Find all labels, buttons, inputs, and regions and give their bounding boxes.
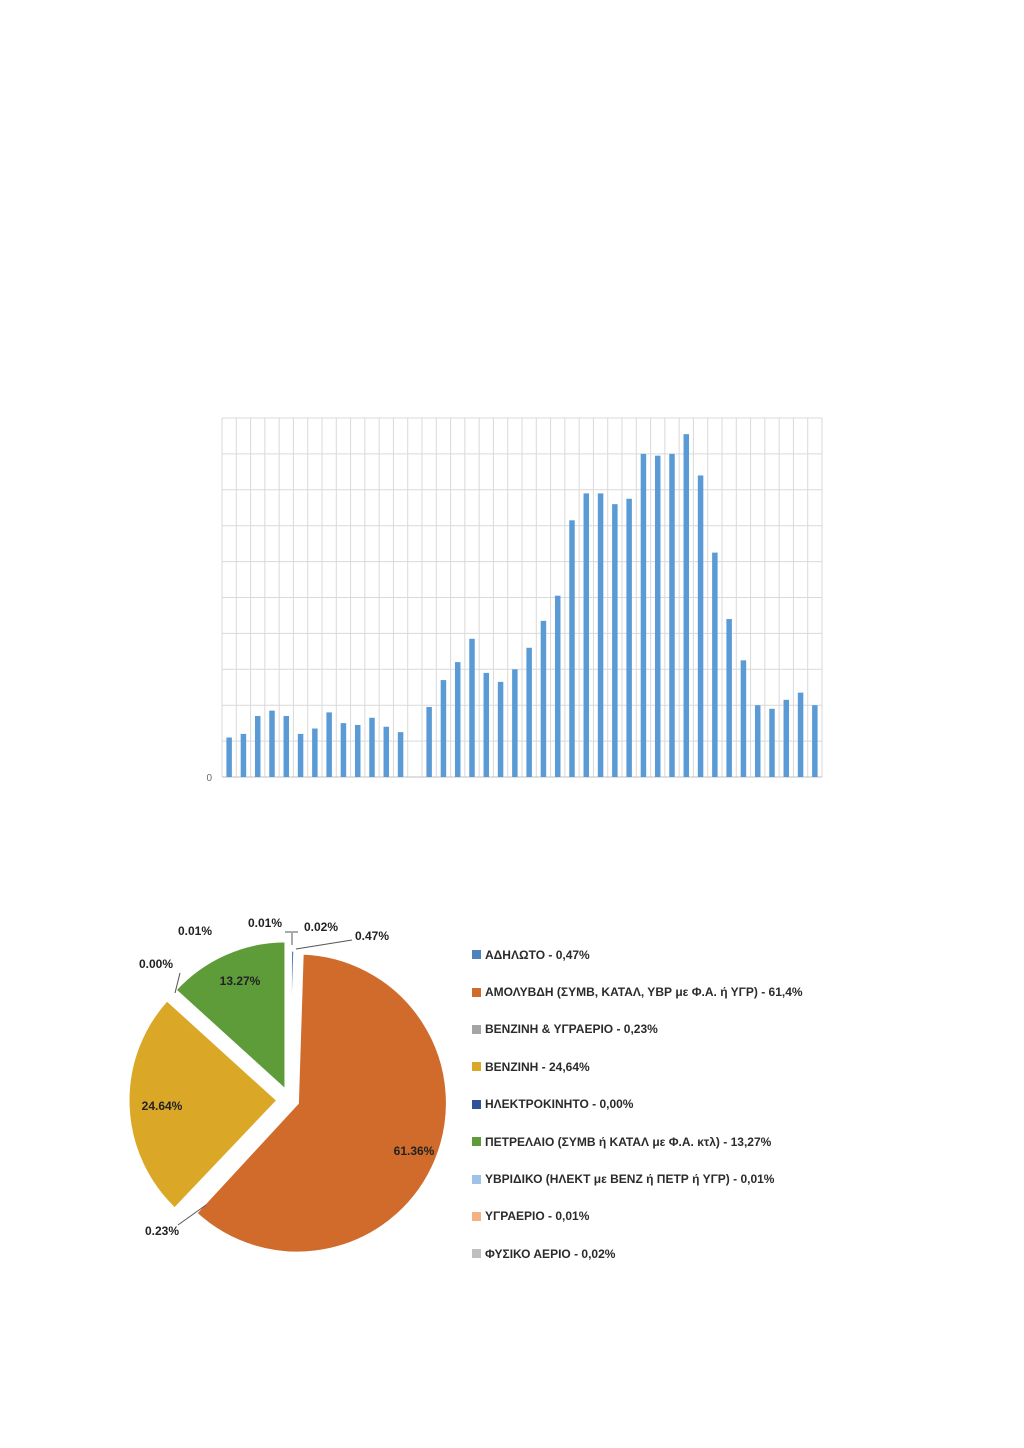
pie-data-label: 0.23% xyxy=(145,1224,179,1238)
pie-slice xyxy=(174,1109,282,1223)
pie-data-label: 0.01% xyxy=(248,916,282,930)
bar xyxy=(397,732,404,777)
pie-chart: 0.47% 61.36% 0.23% 24.64% 0.00% 13.27% 0.01% 0.… xyxy=(126,916,449,1255)
bar xyxy=(569,520,575,777)
bar xyxy=(654,455,661,777)
legend-label: ΒΕΝΖΙΝΗ & ΥΓΡΑΕΡΙΟ - 0,23% xyxy=(485,1022,658,1037)
bar xyxy=(640,453,647,777)
bar xyxy=(740,660,747,777)
bar xyxy=(812,705,818,777)
bar xyxy=(454,662,461,777)
legend-swatch xyxy=(472,1099,481,1109)
pie-data-labels: 0.47% 61.36% 0.23% 24.64% 0.00% 13.27% 0.01% 0.… xyxy=(139,916,435,1238)
bar xyxy=(297,733,304,777)
bar-chart: 0 xyxy=(206,417,823,784)
bar xyxy=(683,434,690,777)
bar xyxy=(340,723,347,777)
legend-label: ΗΛΕΚΤΡΟΚΙΝΗΤΟ - 0,00% xyxy=(485,1097,634,1112)
bar xyxy=(769,708,775,777)
bar xyxy=(254,715,261,777)
pie-slice xyxy=(126,997,281,1212)
bar xyxy=(783,699,790,777)
pie-data-label: 13.27% xyxy=(220,974,261,988)
legend-item: ΑΔΗΛΩΤΟ - 0,47% xyxy=(472,936,803,973)
bar xyxy=(597,493,604,777)
bar xyxy=(312,728,318,777)
pie-data-label: 0.01% xyxy=(178,924,212,938)
bar xyxy=(754,705,761,777)
bar xyxy=(583,493,590,777)
bar-chart-grid xyxy=(221,417,823,778)
pie-slice xyxy=(172,939,288,1095)
legend-label: ΑΔΗΛΩΤΟ - 0,47% xyxy=(485,947,590,962)
pie-data-label: 61.36% xyxy=(394,1144,435,1158)
pie-leader-lines xyxy=(174,931,353,1226)
legend-label: ΦΥΣΙΚΟ ΑΕΡΙΟ - 0,02% xyxy=(485,1246,616,1261)
bar xyxy=(369,717,375,777)
bar xyxy=(226,737,232,777)
pie-data-label: 0.00% xyxy=(139,957,173,971)
legend-swatch xyxy=(472,1249,481,1259)
legend-item: ΑΜΟΛΥΒΔΗ (ΣΥΜΒ, ΚΑΤΑΛ, ΥΒΡ με Φ.Α. ή ΥΓΡ… xyxy=(472,973,803,1010)
pie-slice xyxy=(193,951,449,1255)
pie-slices xyxy=(126,939,449,1255)
bar xyxy=(483,672,490,777)
pie-data-label: 24.64% xyxy=(142,1099,183,1113)
legend-label: ΥΒΡΙΔΙΚΟ (ΗΛΕΚΤ με ΒΕΝΖ ή ΠΕΤΡ ή ΥΓΡ) - … xyxy=(485,1172,775,1187)
pie-data-label: 0.47% xyxy=(355,929,389,943)
legend-item: ΦΥΣΙΚΟ ΑΕΡΙΟ - 0,02% xyxy=(472,1235,803,1272)
legend-item: ΒΕΝΖΙΝΗ - 24,64% xyxy=(472,1048,803,1085)
legend-swatch xyxy=(472,1211,481,1221)
bar-chart-bars xyxy=(226,434,818,777)
bar xyxy=(326,712,332,777)
legend-item: ΥΒΡΙΔΙΚΟ (ΗΛΕΚΤ με ΒΕΝΖ ή ΠΕΤΡ ή ΥΓΡ) - … xyxy=(472,1160,803,1197)
legend-swatch xyxy=(472,1024,481,1034)
pie-leader-line xyxy=(174,972,181,994)
legend-item: ΠΕΤΡΕΛΑΙΟ (ΣΥΜΒ ή ΚΑΤΑΛ με Φ.Α. κτλ) - 1… xyxy=(472,1123,803,1160)
bar xyxy=(726,619,732,777)
bar xyxy=(440,680,447,777)
legend-swatch xyxy=(472,1174,481,1184)
bar xyxy=(797,692,804,777)
legend-label: ΑΜΟΛΥΒΔΗ (ΣΥΜΒ, ΚΑΤΑΛ, ΥΒΡ με Φ.Α. ή ΥΓΡ… xyxy=(485,985,803,1000)
pie-legend: ΑΔΗΛΩΤΟ - 0,47% ΑΜΟΛΥΒΔΗ (ΣΥΜΒ, ΚΑΤΑΛ, Υ… xyxy=(472,936,803,1273)
bar xyxy=(712,552,718,777)
bar-chart-y-ticks: 0 xyxy=(206,773,212,784)
pie-leader-line xyxy=(295,939,353,950)
legend-label: ΒΕΝΖΙΝΗ - 24,64% xyxy=(485,1059,590,1074)
bar xyxy=(240,733,247,777)
bar xyxy=(540,620,547,777)
bar xyxy=(554,595,561,777)
pie-data-label: 0.02% xyxy=(304,920,338,934)
bar xyxy=(612,504,618,777)
legend-swatch xyxy=(472,1137,481,1147)
bar xyxy=(383,726,390,777)
bar xyxy=(512,669,518,777)
legend-item: ΒΕΝΖΙΝΗ & ΥΓΡΑΕΡΙΟ - 0,23% xyxy=(472,1011,803,1048)
legend-item: ΗΛΕΚΤΡΟΚΙΝΗΤΟ - 0,00% xyxy=(472,1086,803,1123)
bar xyxy=(526,647,532,777)
bar xyxy=(283,715,290,777)
legend-label: ΠΕΤΡΕΛΑΙΟ (ΣΥΜΒ ή ΚΑΤΑΛ με Φ.Α. κτλ) - 1… xyxy=(485,1134,772,1149)
bar xyxy=(469,638,475,777)
bar xyxy=(426,706,432,777)
legend-swatch xyxy=(472,987,481,997)
bar xyxy=(669,453,675,777)
bar xyxy=(626,498,632,777)
y-tick-label: 0 xyxy=(206,773,212,784)
bar xyxy=(269,710,275,777)
bar xyxy=(497,681,504,777)
legend-swatch xyxy=(472,950,481,960)
pie-leader-line xyxy=(177,1204,207,1226)
bar xyxy=(354,724,361,777)
legend-label: ΥΓΡΑΕΡΙΟ - 0,01% xyxy=(485,1209,590,1224)
bar xyxy=(697,475,704,777)
legend-swatch xyxy=(472,1062,481,1072)
legend-item: ΥΓΡΑΕΡΙΟ - 0,01% xyxy=(472,1198,803,1235)
